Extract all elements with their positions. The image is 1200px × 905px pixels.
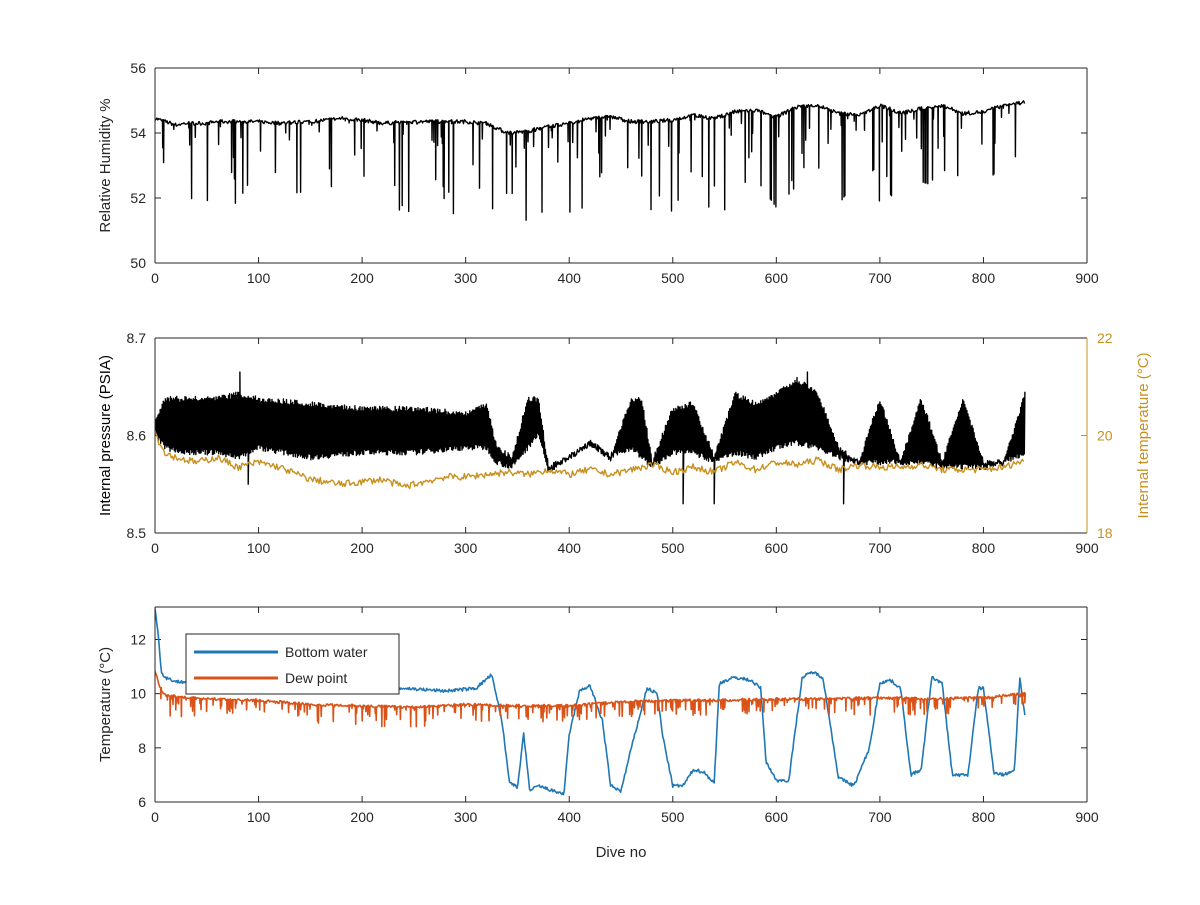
legend: Bottom water Dew point: [185, 633, 400, 695]
legend-label: Dew point: [285, 670, 347, 686]
x-tick-label: 900: [1075, 540, 1099, 556]
x-tick-label: 700: [868, 540, 892, 556]
x-tick-label: 600: [765, 270, 789, 286]
y-tick-label: 56: [130, 60, 146, 76]
x-tick-label: 0: [151, 270, 159, 286]
x-tick-label: 400: [558, 809, 582, 825]
y-tick-label: 12: [130, 632, 146, 648]
y-tick-label: 54: [130, 125, 146, 141]
plot-area: [155, 68, 1087, 263]
x-tick-label: 300: [454, 809, 478, 825]
y2-tick-label: 22: [1097, 330, 1113, 346]
y-tick-label: 6: [138, 794, 146, 810]
x-tick-label: 600: [765, 540, 789, 556]
x-tick-label: 100: [247, 540, 271, 556]
x-tick-label: 300: [454, 270, 478, 286]
series-group: [155, 100, 1026, 221]
series-line-0: [155, 100, 1026, 221]
legend-label: Bottom water: [285, 644, 368, 660]
x-tick-label: 800: [972, 809, 996, 825]
x-axis-label: Dive no: [596, 844, 647, 861]
x-tick-label: 800: [972, 540, 996, 556]
x-tick-label: 100: [247, 809, 271, 825]
legend-box: [185, 633, 400, 695]
y-axis-label: Internal pressure (PSIA): [97, 355, 114, 516]
pressure-temperature-panel: 0 100 200 300 400 500 600 700 800 900 8.5 8.6 8.7 18 2…: [97, 330, 1152, 556]
x-tick-label: 800: [972, 270, 996, 286]
y-tick-label: 10: [130, 686, 146, 702]
x-tick-label: 700: [868, 809, 892, 825]
y-tick-label: 52: [130, 190, 146, 206]
temperature-panel: 0 100 200 300 400 500 600 700 800 900 6 8 10 12 Temper…: [97, 606, 1099, 861]
x-tick-label: 600: [765, 809, 789, 825]
y-tick-label: 8.7: [127, 330, 147, 346]
y-axis-label: Temperature (°C): [97, 647, 114, 762]
y-tick-label: 8.5: [127, 525, 147, 541]
y-tick-label: 8.6: [127, 428, 147, 444]
y-tick-label: 50: [130, 255, 146, 271]
y-tick-label: 8: [138, 740, 146, 756]
x-tick-label: 200: [350, 540, 374, 556]
y2-tick-label: 18: [1097, 525, 1113, 541]
x-tick-label: 200: [350, 809, 374, 825]
series-line-dew-point: [155, 670, 1026, 728]
x-tick-label: 500: [661, 540, 685, 556]
series-line-0: [155, 371, 1026, 505]
y2-tick-label: 20: [1097, 428, 1113, 444]
x-tick-label: 400: [558, 540, 582, 556]
x-tick-label: 500: [661, 809, 685, 825]
x-tick-label: 900: [1075, 270, 1099, 286]
series-group: [155, 371, 1026, 505]
series-line-1: [155, 430, 1025, 490]
humidity-panel: 0 100 200 300 400 500 600 700 800 900 50 52 54 56 Rela…: [97, 60, 1099, 286]
x-tick-label: 700: [868, 270, 892, 286]
x-tick-label: 400: [558, 270, 582, 286]
x-tick-label: 100: [247, 270, 271, 286]
x-tick-label: 500: [661, 270, 685, 286]
x-tick-label: 200: [350, 270, 374, 286]
y2-axis-label: Internal temperature (°C): [1135, 352, 1152, 518]
x-tick-label: 300: [454, 540, 478, 556]
x-tick-label: 0: [151, 540, 159, 556]
x-tick-label: 900: [1075, 809, 1099, 825]
x-tick-label: 0: [151, 809, 159, 825]
y-axis-label: Relative Humidity %: [97, 98, 114, 232]
